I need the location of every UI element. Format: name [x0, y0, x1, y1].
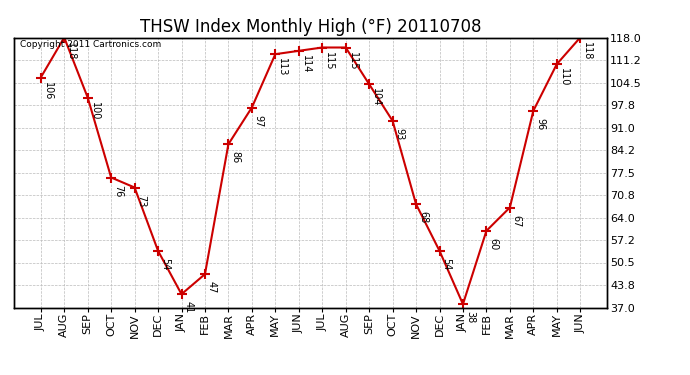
Text: Copyright 2011 Cartronics.com: Copyright 2011 Cartronics.com	[20, 40, 161, 49]
Text: 113: 113	[277, 58, 287, 77]
Text: 97: 97	[254, 115, 264, 127]
Text: 60: 60	[489, 238, 498, 250]
Text: 47: 47	[207, 281, 217, 294]
Text: 38: 38	[465, 311, 475, 324]
Text: 54: 54	[442, 258, 451, 270]
Text: 115: 115	[324, 52, 334, 70]
Text: 67: 67	[512, 214, 522, 227]
Text: 73: 73	[137, 195, 146, 207]
Text: 104: 104	[371, 88, 381, 107]
Text: 93: 93	[395, 128, 404, 140]
Title: THSW Index Monthly High (°F) 20110708: THSW Index Monthly High (°F) 20110708	[140, 18, 481, 36]
Text: 54: 54	[160, 258, 170, 270]
Text: 118: 118	[66, 42, 76, 60]
Text: 115: 115	[348, 52, 357, 70]
Text: 106: 106	[43, 82, 52, 100]
Text: 114: 114	[301, 55, 310, 74]
Text: 110: 110	[559, 68, 569, 87]
Text: 86: 86	[230, 152, 240, 164]
Text: 100: 100	[90, 102, 99, 120]
Text: 76: 76	[113, 184, 123, 197]
Text: 118: 118	[582, 42, 592, 60]
Text: 96: 96	[535, 118, 545, 130]
Text: 68: 68	[418, 211, 428, 223]
Text: 41: 41	[184, 302, 193, 313]
